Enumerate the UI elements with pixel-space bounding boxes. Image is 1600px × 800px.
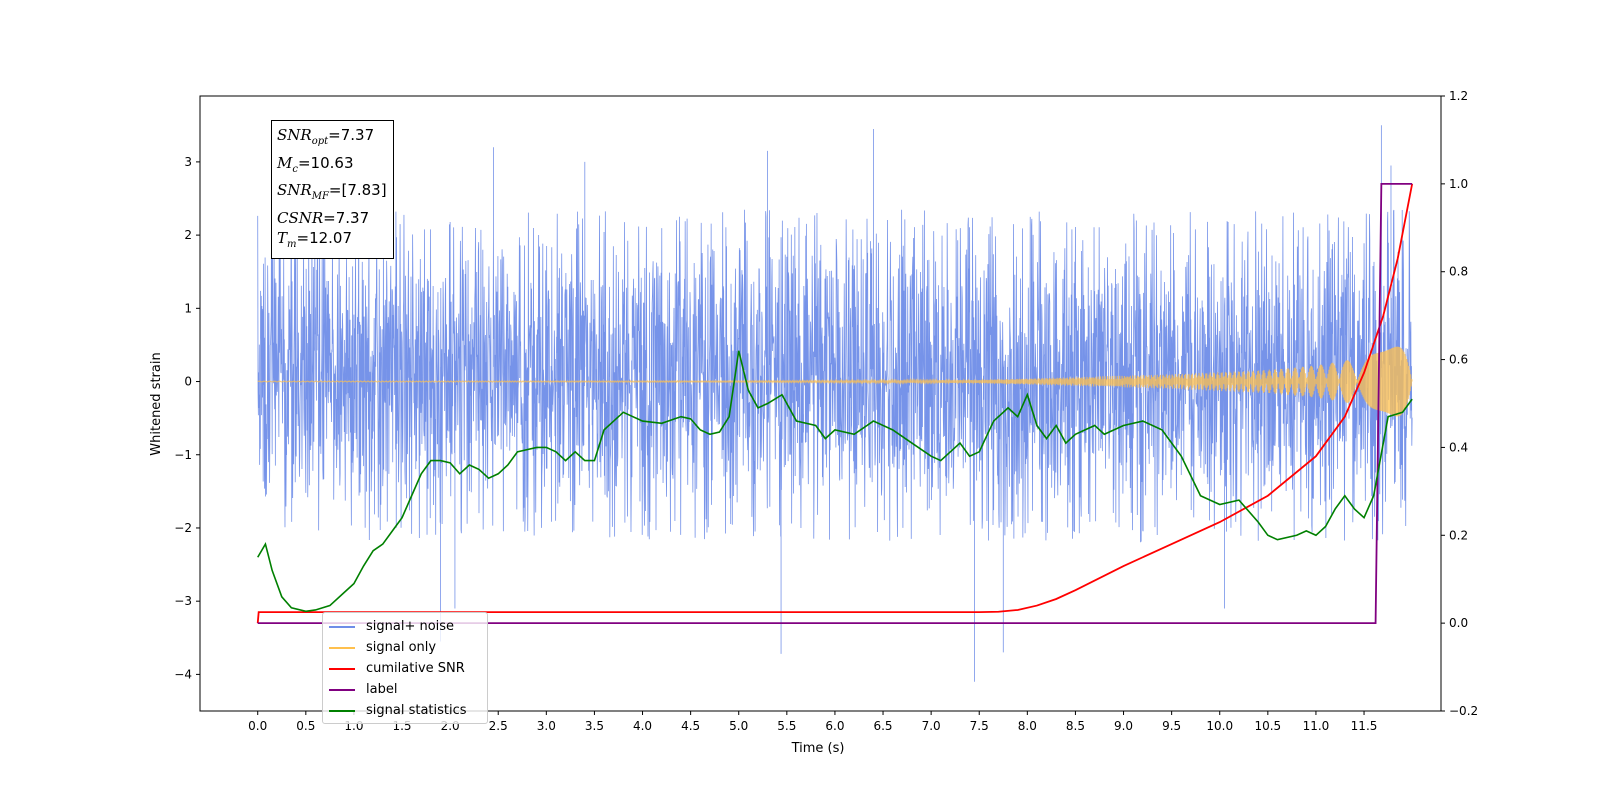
annotation-csnr: CSNR=7.37 [277,208,370,227]
legend: signal+ noise signal only cumilative SNR… [322,612,488,724]
x-tick-label: 10.0 [1206,719,1233,733]
annotation-snr-mf: SNRMF=[7.83] [277,181,387,202]
y-left-tick-label: 3 [184,155,192,169]
x-tick-label: 8.5 [1066,719,1085,733]
series-cumilative-snr [256,183,1414,624]
x-axis-label: Time (s) [791,741,845,756]
legend-swatch-cumilative-snr [329,667,355,670]
x-tick-label: 7.0 [922,719,941,733]
x-tick-label: 6.5 [873,719,892,733]
x-tick-label: 6.0 [825,719,844,733]
y-left-tick-label: −1 [174,448,192,462]
y-left-tick-label: 1 [184,301,192,315]
mc-value: 10.63 [310,153,354,172]
series-label [257,182,1413,625]
annotation-mc: Mc=10.63 [277,153,354,175]
x-tick-label: 4.5 [681,719,700,733]
y-right-tick-label: 0.2 [1449,528,1468,542]
x-tick-label: 4.0 [633,719,652,733]
legend-swatch-signal-only [329,646,355,649]
y-right-tick-label: 0.8 [1449,265,1468,279]
x-tick-label: 0.5 [296,719,315,733]
legend-item-cumilative-snr: cumilative SNR [329,658,481,679]
legend-label-signal-noise: signal+ noise [366,619,455,634]
x-tick-label: 8.0 [1018,719,1037,733]
legend-label-cumilative-snr: cumilative SNR [366,661,465,676]
legend-item-signal-only: signal only [329,637,481,658]
y-left-tick-label: −3 [174,594,192,608]
x-tick-label: 3.0 [537,719,556,733]
y-right-tick-label: 1.2 [1449,89,1468,103]
y-right-tick-label: 0.0 [1449,616,1468,630]
y-right-tick-label: −0.2 [1449,704,1478,718]
legend-item-signal-statistics: signal statistics [329,700,481,721]
series-signal-noise [257,125,1413,682]
y-axis-right-ticks: 1.2 1.0 0.8 0.6 0.4 0.2 0.0 −0.2 [1441,89,1478,718]
y-right-tick-label: 0.6 [1449,353,1468,367]
x-tick-label: 11.5 [1351,719,1378,733]
legend-swatch-signal-noise [329,625,355,628]
annotation-snr-opt: SNRopt=7.37 [277,126,375,147]
x-tick-label: 9.5 [1162,719,1181,733]
x-tick-label: 3.5 [585,719,604,733]
y-left-tick-label: 0 [184,375,192,389]
x-tick-label: 2.5 [489,719,508,733]
y-right-tick-label: 1.0 [1449,177,1468,191]
annotation-tm: Tm=12.07 [277,229,353,250]
legend-item-signal-noise: signal+ noise [329,616,481,637]
x-tick-label: 11.0 [1303,719,1330,733]
plot-frame [199,95,1442,712]
tm-value: 12.07 [309,229,353,247]
legend-swatch-signal-statistics [329,709,355,712]
plot-series-layer [256,125,1414,682]
x-tick-label: 9.0 [1114,719,1133,733]
x-tick-label: 5.5 [777,719,796,733]
csnr-value: 7.37 [335,208,370,227]
x-tick-label: 7.5 [970,719,989,733]
series-signal-only [257,346,1413,417]
x-tick-label: 0.0 [248,719,267,733]
snr-opt-value: 7.37 [340,126,375,144]
legend-item-label: label [329,679,481,700]
y-right-tick-label: 0.4 [1449,440,1468,454]
legend-label-signal-only: signal only [366,640,437,655]
annotation-box: SNRopt=7.37 Mc=10.63 SNRMF=[7.83] CSNR=7… [271,120,394,259]
legend-label-label: label [366,682,398,697]
y-axis-left-ticks: 3 2 1 0 −1 −2 −3 −4 [174,155,200,681]
y-axis-label: Whitened strain [149,352,164,455]
y-left-tick-label: −4 [174,667,192,681]
legend-swatch-label [329,688,355,691]
legend-label-signal-statistics: signal statistics [366,703,467,718]
y-left-tick-label: 2 [184,228,192,242]
x-tick-label: 10.5 [1254,719,1281,733]
y-left-tick-label: −2 [174,521,192,535]
series-signal-statistics [257,350,1413,613]
x-tick-label: 5.0 [729,719,748,733]
snr-mf-value: [7.83] [341,181,387,199]
